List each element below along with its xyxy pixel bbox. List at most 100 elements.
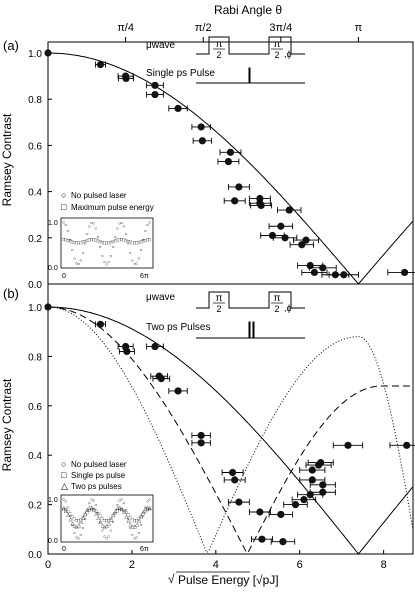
inset-mark: ○ <box>94 226 97 232</box>
inset-mark: ○ <box>109 253 112 259</box>
panel-b-pulse1-label: π <box>216 293 223 304</box>
inset-mark: ○ <box>146 222 149 228</box>
inset-mark: □ <box>66 509 69 515</box>
curve-solid <box>48 52 414 285</box>
inset-mark: ○ <box>77 262 80 268</box>
top-tick-label: π/2 <box>195 22 212 34</box>
inset-mark: ○ <box>81 525 84 531</box>
inset-mark: △ <box>124 514 128 520</box>
inset-mark: ○ <box>131 258 134 264</box>
inset-mark: □ <box>81 240 84 246</box>
data-point <box>44 303 52 311</box>
inset-mark: ○ <box>127 241 130 247</box>
inset-mark: ○ <box>99 244 102 250</box>
inset-mark: □ <box>109 240 112 246</box>
panel-a-inset-legend-2-marker: □ <box>61 202 67 212</box>
inset-mark: △ <box>101 523 105 529</box>
data-point <box>257 201 265 210</box>
data-point <box>226 148 235 156</box>
data-point <box>174 104 182 113</box>
inset-mark: ○ <box>96 510 99 516</box>
inset-mark: ○ <box>71 247 74 253</box>
inset-mark: □ <box>99 239 102 245</box>
inset-mark: ○ <box>92 221 95 227</box>
inset-mark: □ <box>139 514 142 520</box>
inset-mark: ○ <box>118 221 121 227</box>
data-point <box>308 466 316 474</box>
inset-mark: ○ <box>139 523 142 529</box>
panel-b-inset-frame <box>60 494 154 543</box>
inset-mark: □ <box>62 507 65 513</box>
panel-b-mwave-trace <box>196 291 305 309</box>
panel-b-pulse-diagram: μwave π 2 π 2 ,ϕ Two ps Pulses <box>146 291 305 339</box>
inset-mark: □ <box>124 238 127 244</box>
x-tick-label: 4 <box>213 559 219 571</box>
panel-a-laser-label: Single ps Pulse <box>146 68 215 79</box>
inset-mark: △ <box>94 511 98 517</box>
inset-mark: □ <box>137 240 140 246</box>
inset-mark: ○ <box>66 505 69 511</box>
inset-mark: ○ <box>109 528 112 534</box>
inset-mark: ○ <box>68 513 71 519</box>
inset-mark: □ <box>79 240 82 246</box>
panel-b-pulse2-phase: ,ϕ <box>284 303 292 313</box>
data-point <box>151 90 159 99</box>
inset-mark: △ <box>90 505 94 511</box>
panel-b-inset-legend-3-marker: △ <box>61 481 68 491</box>
data-point <box>224 157 233 166</box>
inset-mark: ○ <box>84 517 87 523</box>
panel-b-inset-xtick-left: 0 <box>62 546 66 553</box>
data-point <box>96 60 105 69</box>
inset-mark: □ <box>127 239 130 245</box>
inset-mark: □ <box>84 239 87 245</box>
inset-mark: ○ <box>148 220 151 226</box>
panel-a-inset-ytick-bottom: 0.0 <box>48 265 58 272</box>
inset-mark: △ <box>114 508 118 514</box>
inset-mark: □ <box>75 518 78 524</box>
inset-mark: △ <box>84 511 88 517</box>
inset-mark: □ <box>96 238 99 244</box>
inset-mark: △ <box>79 520 83 526</box>
panel-b-pulse1-denominator: 2 <box>216 304 221 314</box>
x-axis-label: Pulse Energy [√pJ] <box>178 573 279 587</box>
inset-mark: ○ <box>144 229 147 235</box>
data-point <box>231 476 239 484</box>
data-point <box>198 137 206 145</box>
panel-b-pulse2-label: π <box>274 293 281 304</box>
inset-mark: □ <box>129 515 132 521</box>
data-point <box>228 468 237 477</box>
inset-mark: □ <box>84 513 87 519</box>
inset-mark: □ <box>144 509 147 515</box>
data-point <box>344 441 352 449</box>
inset-mark: □ <box>64 237 67 243</box>
panel-a-inset: ○ No pulsed laser □ Maximum pulse energy… <box>48 190 154 280</box>
inset-mark: □ <box>81 515 84 521</box>
inset-mark: □ <box>122 508 125 514</box>
inset-mark: □ <box>148 507 151 513</box>
inset-mark: ○ <box>133 262 136 268</box>
inset-mark: △ <box>96 515 100 521</box>
inset-mark: △ <box>64 508 68 514</box>
inset-mark: □ <box>133 518 136 524</box>
inset-mark: □ <box>66 238 69 244</box>
inset-mark: □ <box>64 507 67 513</box>
inset-mark: △ <box>107 521 111 527</box>
panel-b-inset-ytick-bottom: 0.0 <box>48 538 58 545</box>
data-point <box>317 459 325 467</box>
panel-b-inset-legend-3: Two ps pulses <box>71 482 122 491</box>
inset-mark: ○ <box>139 247 142 253</box>
inset-mark: □ <box>118 507 121 513</box>
inset-mark: □ <box>148 237 151 243</box>
inset-mark: □ <box>68 512 71 518</box>
inset-mark: □ <box>105 241 108 247</box>
panel-b-points <box>44 303 415 546</box>
data-point <box>285 206 293 214</box>
inset-mark: □ <box>101 240 104 246</box>
panel-a-inset-legend-1: No pulsed laser <box>71 191 127 200</box>
inset-mark: △ <box>73 524 77 530</box>
panel-a-inset-legend-2: Maximum pulse energy <box>71 203 154 212</box>
inset-mark: △ <box>135 522 139 528</box>
data-point <box>151 81 159 89</box>
data-point <box>291 501 300 509</box>
